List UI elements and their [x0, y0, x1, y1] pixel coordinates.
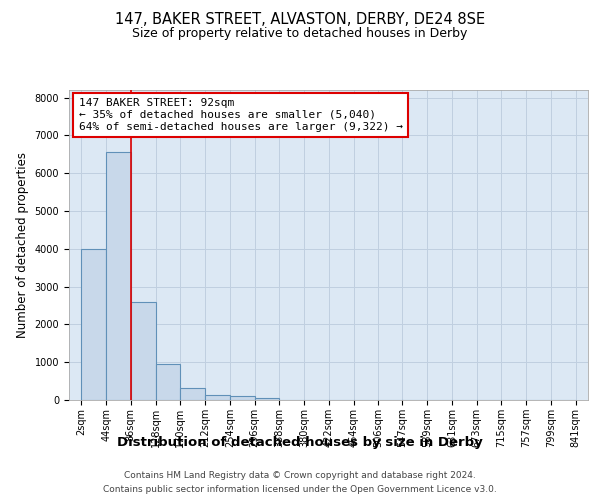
Bar: [106, 152, 131, 400]
Text: 147 BAKER STREET: 92sqm
← 35% of detached houses are smaller (5,040)
64% of semi: 147 BAKER STREET: 92sqm ← 35% of detache…: [79, 98, 403, 132]
Bar: [230, 396, 254, 400]
Bar: [205, 395, 230, 400]
Bar: [82, 249, 106, 400]
Bar: [131, 302, 155, 400]
Bar: [254, 398, 280, 400]
Text: Distribution of detached houses by size in Derby: Distribution of detached houses by size …: [117, 436, 483, 449]
Bar: [181, 388, 205, 400]
Text: Contains public sector information licensed under the Open Government Licence v3: Contains public sector information licen…: [103, 484, 497, 494]
Text: 147, BAKER STREET, ALVASTON, DERBY, DE24 8SE: 147, BAKER STREET, ALVASTON, DERBY, DE24…: [115, 12, 485, 28]
Y-axis label: Number of detached properties: Number of detached properties: [16, 152, 29, 338]
Bar: [155, 364, 181, 400]
Text: Size of property relative to detached houses in Derby: Size of property relative to detached ho…: [133, 28, 467, 40]
Text: Contains HM Land Registry data © Crown copyright and database right 2024.: Contains HM Land Registry data © Crown c…: [124, 472, 476, 480]
